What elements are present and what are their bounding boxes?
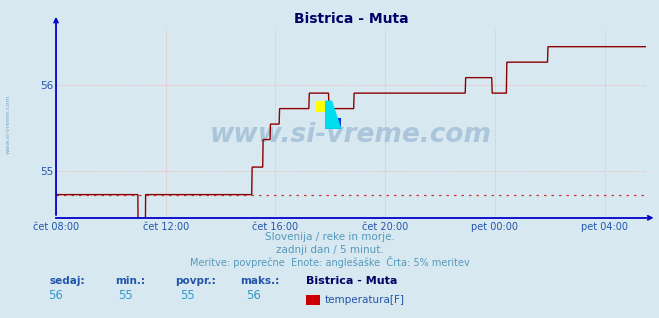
Polygon shape [325, 100, 341, 129]
Text: min.:: min.: [115, 276, 146, 286]
Text: zadnji dan / 5 minut.: zadnji dan / 5 minut. [275, 245, 384, 255]
Text: www.si-vreme.com: www.si-vreme.com [5, 94, 11, 154]
Bar [325, 118, 341, 129]
Bar [316, 100, 332, 112]
Text: Bistrica - Muta: Bistrica - Muta [306, 276, 398, 286]
Text: 56: 56 [49, 289, 63, 302]
Text: Slovenija / reke in morje.: Slovenija / reke in morje. [264, 232, 395, 242]
Text: Meritve: povprečne  Enote: anglešaške  Črta: 5% meritev: Meritve: povprečne Enote: anglešaške Črt… [190, 256, 469, 267]
Text: 55: 55 [118, 289, 132, 302]
Text: 55: 55 [181, 289, 195, 302]
Text: www.si-vreme.com: www.si-vreme.com [210, 121, 492, 148]
Text: sedaj:: sedaj: [49, 276, 85, 286]
Text: maks.:: maks.: [241, 276, 280, 286]
Title: Bistrica - Muta: Bistrica - Muta [294, 12, 408, 26]
Text: temperatura[F]: temperatura[F] [325, 295, 405, 305]
Text: 56: 56 [246, 289, 261, 302]
Text: povpr.:: povpr.: [175, 276, 215, 286]
